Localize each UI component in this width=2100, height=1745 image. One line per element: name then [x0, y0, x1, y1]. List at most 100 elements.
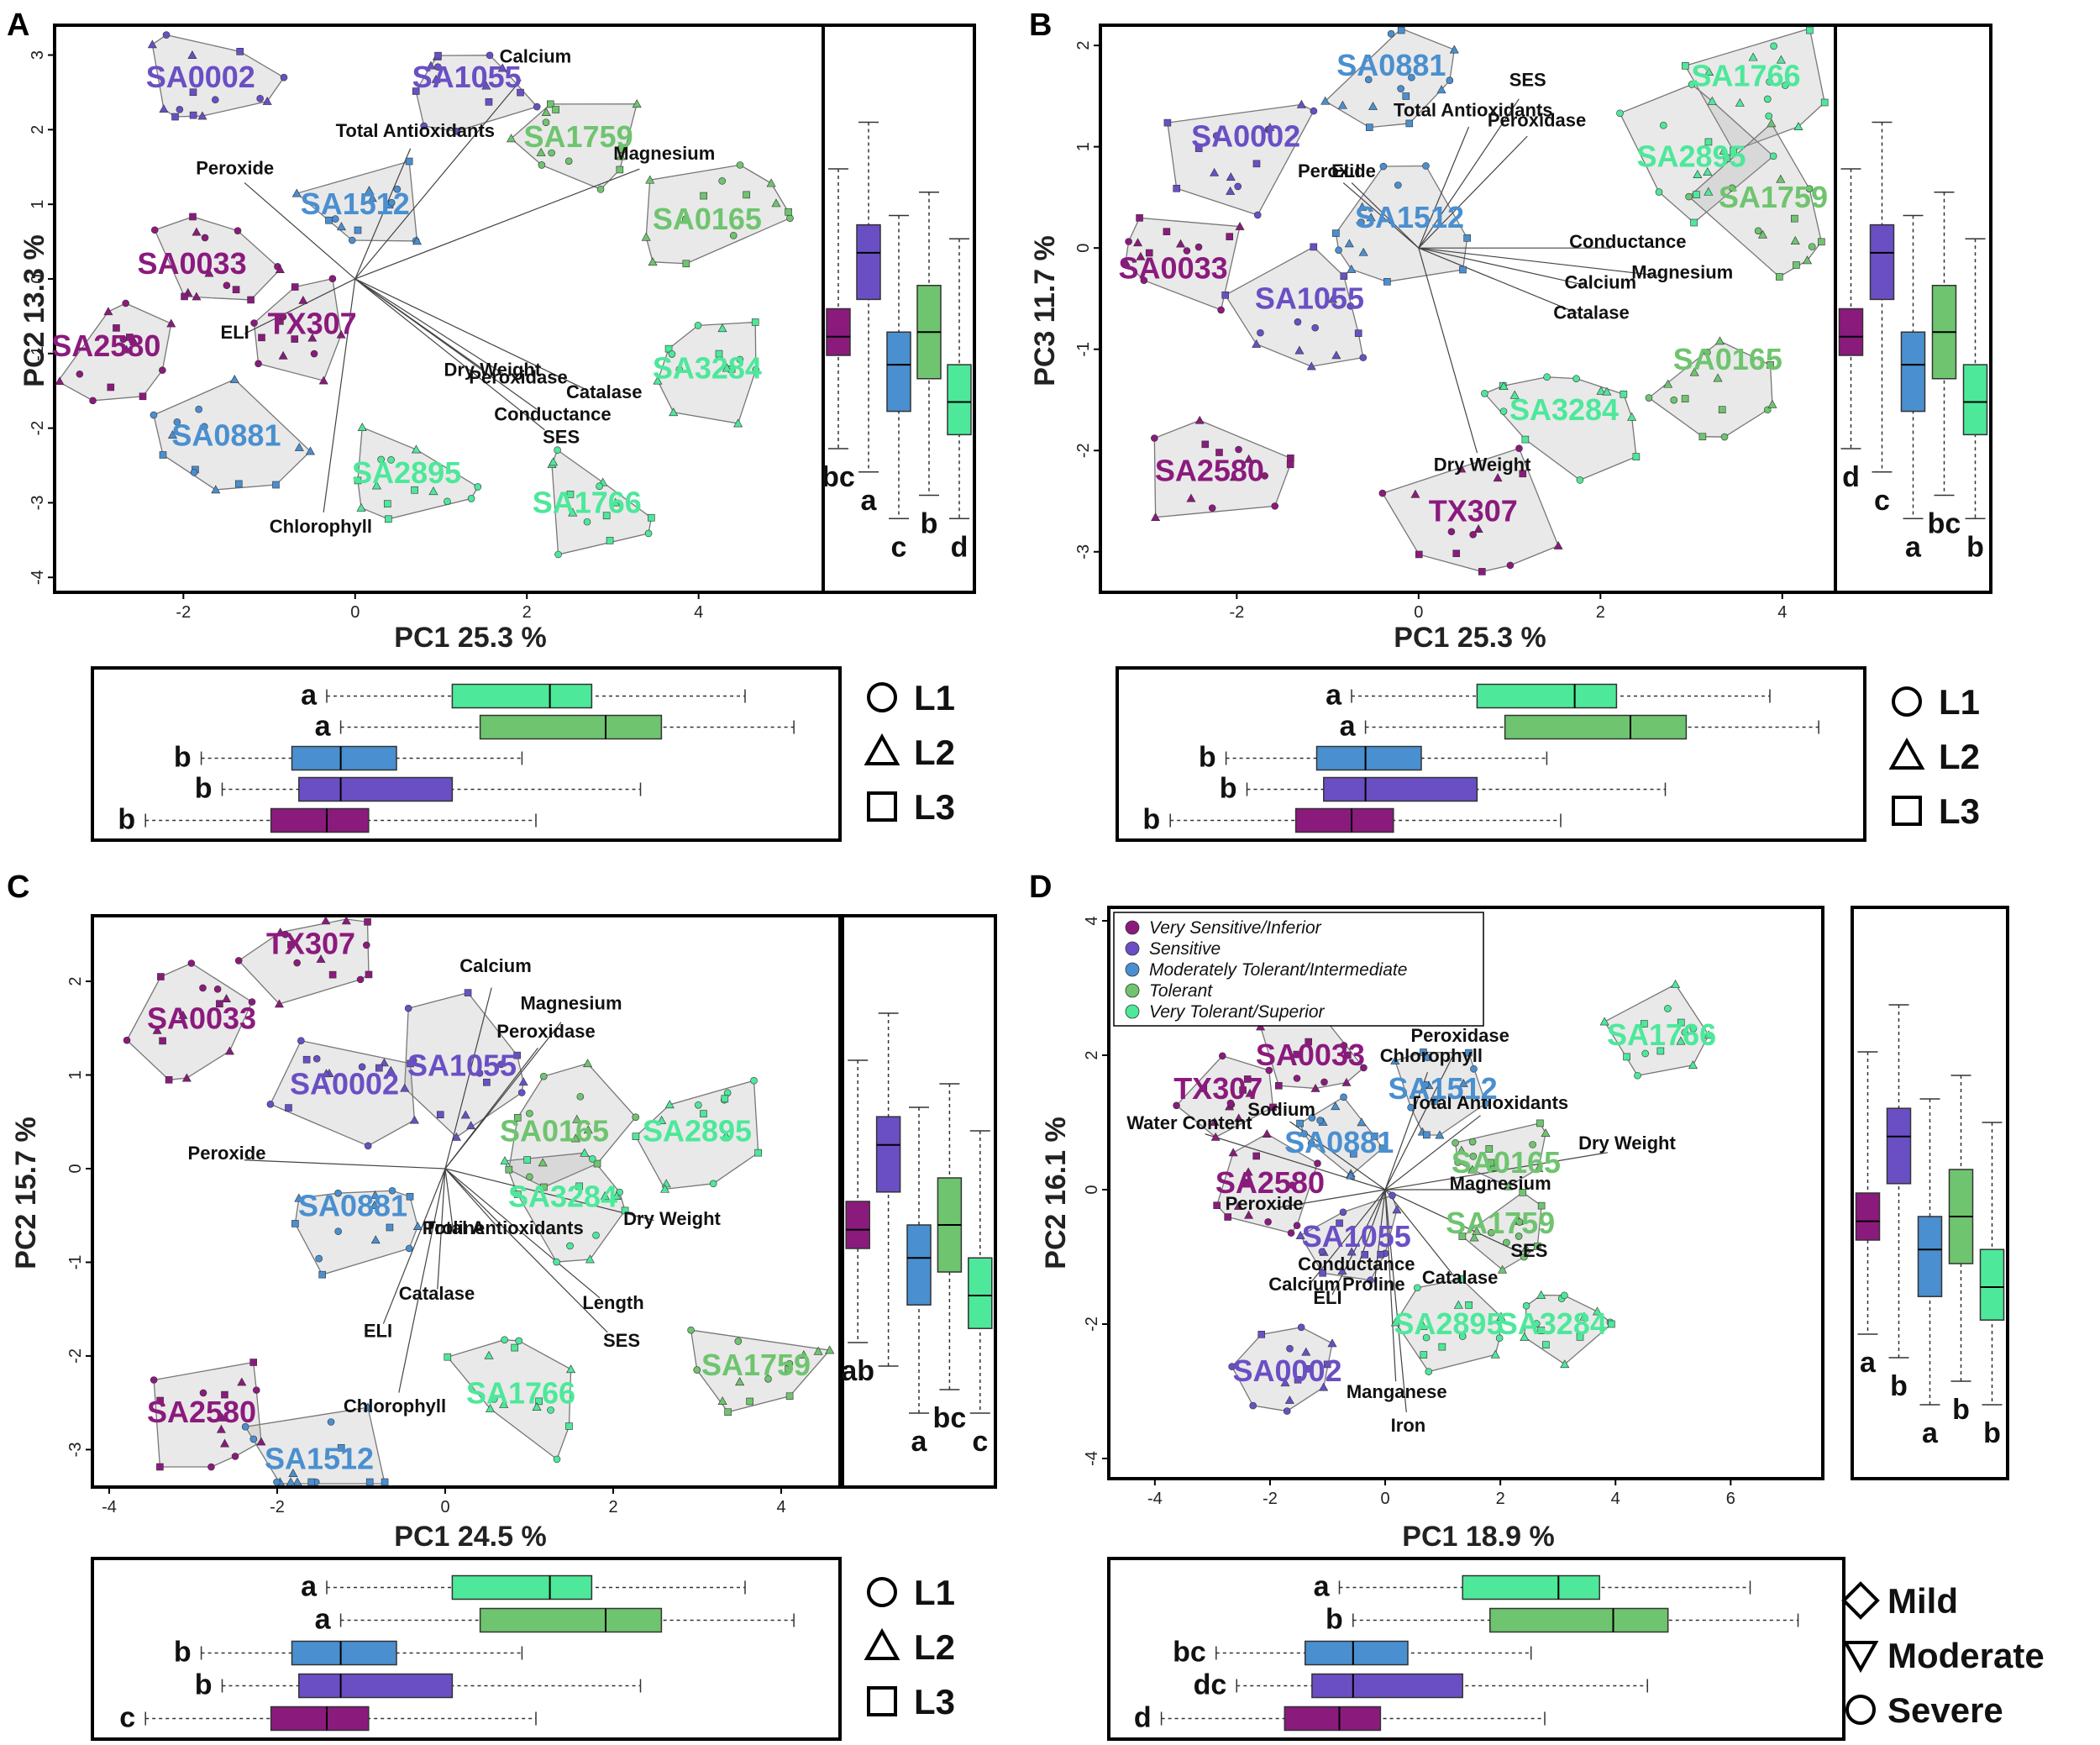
data-point	[1344, 239, 1354, 248]
data-point	[1208, 504, 1216, 512]
accession-label: SA0002	[146, 60, 255, 94]
legend-triangle	[1888, 737, 1925, 770]
box	[1886, 1107, 1912, 1185]
accession-label: SA1055	[1255, 281, 1364, 315]
data-point	[1234, 1113, 1244, 1122]
box	[968, 1257, 993, 1329]
legend-label: Mild	[1887, 1581, 1958, 1621]
data-point	[1327, 1338, 1337, 1348]
data-point	[1623, 1053, 1630, 1061]
data-point	[139, 392, 147, 401]
box	[1305, 1640, 1409, 1666]
data-point	[173, 418, 181, 426]
data-point	[1608, 1320, 1615, 1328]
data-point	[1253, 211, 1262, 219]
data-point	[113, 324, 120, 332]
data-point	[367, 193, 377, 202]
y-tick-label: -4	[29, 570, 47, 585]
data-point	[1229, 472, 1239, 481]
data-point	[1803, 255, 1813, 265]
hull-SA2580	[153, 1361, 262, 1468]
data-point	[1503, 1238, 1510, 1247]
data-point	[1576, 1333, 1584, 1341]
data-point	[1521, 435, 1530, 444]
data-point	[364, 1142, 372, 1150]
data-point	[1664, 1005, 1672, 1012]
data-point	[1218, 1052, 1226, 1060]
significance-letter: a	[861, 485, 878, 517]
data-point	[1316, 1117, 1324, 1124]
data-point	[217, 1412, 227, 1422]
significance-letter: b	[1199, 742, 1216, 774]
data-point	[1446, 76, 1454, 84]
box	[1476, 683, 1618, 709]
data-point	[700, 1110, 707, 1117]
x-tick-label: -4	[102, 1498, 117, 1516]
data-point	[150, 1376, 158, 1384]
hull-SA1759	[690, 1329, 832, 1413]
data-point	[1378, 489, 1387, 497]
y-axis-title: PC2 13.3 %	[18, 234, 50, 386]
data-point	[365, 1478, 374, 1486]
accession-label: SA0165	[1452, 1145, 1561, 1180]
data-point	[1520, 1332, 1530, 1341]
data-point	[1314, 1159, 1321, 1167]
data-point	[405, 1244, 413, 1253]
data-point	[318, 1270, 326, 1279]
data-point	[1360, 1064, 1368, 1072]
accession-label: SA1766	[533, 485, 642, 519]
data-point	[1370, 1133, 1378, 1140]
data-point	[1488, 1228, 1495, 1237]
data-point	[533, 102, 541, 111]
data-point	[553, 1258, 560, 1266]
data-point	[1331, 1101, 1341, 1111]
y-tick-label: 0	[1074, 244, 1093, 253]
data-point	[204, 268, 214, 277]
accession-label: SA2895	[352, 455, 461, 490]
y-tick-label: -2	[1074, 443, 1093, 458]
variable-label: Chlorophyll	[344, 1395, 446, 1416]
data-point	[1436, 85, 1446, 94]
data-point	[305, 446, 315, 455]
data-point	[1339, 1208, 1347, 1217]
data-point	[297, 1037, 305, 1044]
significance-letter: a	[315, 1604, 332, 1636]
box	[479, 714, 663, 740]
data-point	[285, 1104, 292, 1112]
data-point	[1561, 1291, 1568, 1300]
significance-letter: b	[1890, 1370, 1908, 1402]
data-point	[1125, 238, 1132, 245]
data-point	[538, 161, 546, 169]
significance-letter: dc	[1194, 1669, 1227, 1701]
data-point	[1340, 1093, 1347, 1101]
box	[1869, 223, 1895, 301]
panel-letter: B	[1029, 8, 1052, 43]
data-point	[596, 186, 605, 193]
data-point	[1496, 1311, 1506, 1321]
data-point	[187, 959, 196, 967]
data-point	[693, 1366, 701, 1374]
legend-label: Sensitive	[1149, 939, 1221, 959]
data-point	[348, 236, 356, 244]
data-point	[250, 319, 258, 327]
plot-frame	[53, 24, 829, 594]
data-point	[1469, 1233, 1479, 1242]
loading-vector	[1418, 247, 1662, 277]
data-point	[400, 1083, 410, 1092]
accession-label: SA1055	[1302, 1219, 1411, 1254]
data-point	[460, 1110, 470, 1119]
data-point	[363, 941, 370, 949]
data-point	[1522, 1301, 1530, 1310]
data-point	[1425, 1368, 1433, 1375]
data-point	[1447, 528, 1456, 536]
legend-square	[867, 1686, 897, 1716]
data-point	[76, 370, 84, 378]
data-point	[750, 1076, 758, 1085]
data-point	[1319, 1269, 1326, 1277]
data-point	[621, 1206, 629, 1215]
box	[1962, 364, 1988, 436]
data-point	[1457, 1275, 1466, 1283]
significance-letter: a	[911, 1426, 928, 1458]
